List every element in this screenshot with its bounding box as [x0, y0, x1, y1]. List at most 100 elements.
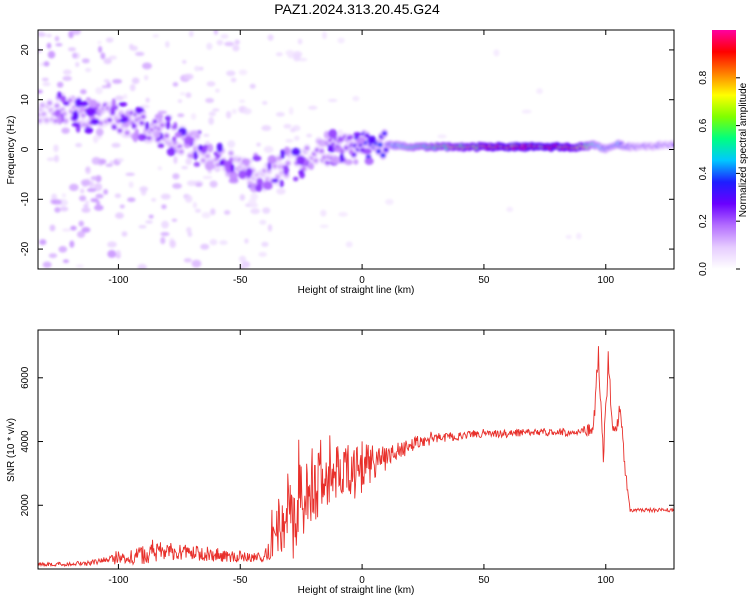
spectrogram-noise-cell [263, 145, 274, 154]
spectrogram-ridge-cell [285, 160, 291, 166]
spectrogram-ridge-cell [362, 148, 372, 155]
spectrogram-noise-cell [61, 193, 67, 198]
spectrogram-ridge-cell [207, 143, 214, 153]
spectrogram-noise-cell [157, 110, 168, 114]
spectrogram-noise-cell [94, 204, 104, 211]
spectrogram-ridge-cell [124, 130, 130, 136]
y-tick-label: 2000 [20, 494, 31, 517]
spectrogram-ridge-cell [120, 113, 126, 119]
spectrogram-noise-cell [210, 208, 216, 216]
spectrogram-ridge-cell [319, 148, 325, 154]
spectrogram-noise-cell [135, 51, 145, 57]
spectrogram-noise-cell [288, 106, 294, 115]
spectrogram-ridge-cell [164, 133, 170, 138]
spectrogram-ridge-cell [117, 128, 123, 133]
spectrogram-noise-cell [205, 97, 215, 103]
spectrogram-noise-cell [95, 193, 104, 199]
spectrogram-noise-cell [177, 113, 185, 118]
spectrogram-noise-cell [184, 194, 193, 203]
x-tick-label: 0 [359, 575, 365, 586]
spectrogram-noise-cell [80, 188, 85, 194]
spectrogram-noise-cell [115, 212, 124, 219]
spectrogram-ridge-cell [183, 135, 194, 145]
snr-plot-area [38, 330, 674, 569]
spectrogram-ridge-cell [154, 113, 164, 120]
spectrogram-noise-cell [93, 135, 99, 144]
spectrogram-noise-cell [63, 69, 72, 75]
spectrogram-noise-cell [239, 264, 246, 269]
x-tick-label: 100 [597, 275, 614, 286]
spectrogram-noise-cell [308, 105, 318, 110]
spectrogram-x-ticks: -100 -50 0 50 100 [108, 30, 615, 286]
spectrogram-ridge-cell [38, 112, 41, 117]
y-tick-label: -20 [20, 241, 31, 256]
spectrogram-noise-cell [128, 181, 134, 188]
spectrogram-ridge-cell [164, 115, 172, 122]
spectrogram-noise-cell [103, 189, 109, 195]
spectrogram-noise-cell [157, 166, 163, 171]
spectrogram-noise-cell [248, 198, 257, 207]
spectrogram-noise-cell [52, 199, 62, 205]
spectrogram-noise-cell [262, 207, 271, 214]
spectrogram-noise-cell [172, 173, 180, 180]
spectrogram-ridge-cell [291, 147, 301, 156]
spectrogram-noise-cell [275, 52, 283, 57]
spectrogram-y-ticks: -20 -10 0 10 20 [20, 44, 674, 256]
spectrogram-noise-cell [39, 239, 47, 246]
spectrogram-ridge-cell [54, 103, 60, 109]
spectrogram-noise-cell [71, 30, 81, 36]
spectrogram-noise-cell [209, 180, 218, 188]
spectrogram-noise-cell [46, 42, 52, 49]
spectrogram-ridge-cell [328, 129, 338, 139]
spectrogram-noise-cell [160, 236, 166, 245]
spectrogram-noise-cell [96, 200, 101, 206]
spectrogram-noise-cell [160, 193, 171, 200]
spectrogram-ridge-cell [267, 155, 277, 165]
spectrogram-noise-cell [200, 243, 210, 250]
spectrogram-ridge-cell [376, 149, 382, 154]
spectrogram-noise-cell [249, 83, 256, 89]
spectrogram-noise-cell [121, 231, 128, 237]
spectrogram-noise-cell [145, 220, 153, 224]
spectrogram-ridge-cell [276, 156, 282, 161]
spectrogram-noise-cell [191, 259, 202, 268]
colorbar-ticks: 0.0 0.2 0.4 0.6 0.8 [698, 70, 740, 276]
spectrogram-noise-cell [61, 127, 70, 134]
spectrogram-ridge-cell [382, 131, 388, 136]
spectrogram-noise-cell [327, 98, 338, 102]
spectrogram-noise-cell [85, 97, 92, 102]
spectrogram-noise-cell [185, 92, 192, 98]
spectrogram-noise-cell [105, 37, 114, 43]
colorbar-gradient [712, 30, 736, 269]
x-tick-label: 50 [478, 275, 490, 286]
spectrogram-ridge-cell [53, 118, 59, 124]
spectrogram-noise-cell [137, 263, 147, 269]
snr-x-axis-label: Height of straight line (km) [298, 585, 415, 596]
colorbar: 0.0 0.2 0.4 0.6 0.8 Normalized spectral ampl… [698, 30, 749, 276]
spectrogram-ridge-cell [85, 106, 96, 117]
spectrogram-noise-cell [85, 200, 90, 204]
spectrogram-ridge-cell [140, 114, 146, 120]
snr-frame [37, 329, 675, 570]
spectrogram-noise-cell [183, 73, 194, 80]
spectrogram-ridge-cell [139, 120, 145, 126]
spectrogram-noise-cell [139, 186, 149, 192]
spectrogram-ridge-cell [56, 91, 62, 98]
spectrogram-noise-cell [97, 40, 102, 45]
spectrogram-noise-cell [112, 78, 123, 84]
y-tick-label: 10 [20, 94, 31, 106]
spectrogram-noise-cell [103, 79, 110, 83]
spectrogram-noise-cell [59, 206, 69, 212]
spectrogram-noise-cell [49, 224, 56, 232]
spectrogram-noise-cell [521, 109, 532, 114]
spectrogram-ridge-cell [301, 166, 307, 171]
spectrogram-noise-cell [239, 99, 246, 103]
spectrogram-noise-cell [75, 61, 80, 68]
spectrogram-noise-cell [165, 41, 170, 48]
spectrogram-noise-cell [186, 227, 192, 234]
spectrogram-noise-cell [54, 207, 61, 213]
spectrogram-ridge-cell [166, 147, 176, 157]
spectrogram-noise-cell [56, 81, 64, 88]
spectrogram-ridge-cell [228, 151, 234, 156]
spectrogram-ridge-cell [272, 163, 278, 169]
